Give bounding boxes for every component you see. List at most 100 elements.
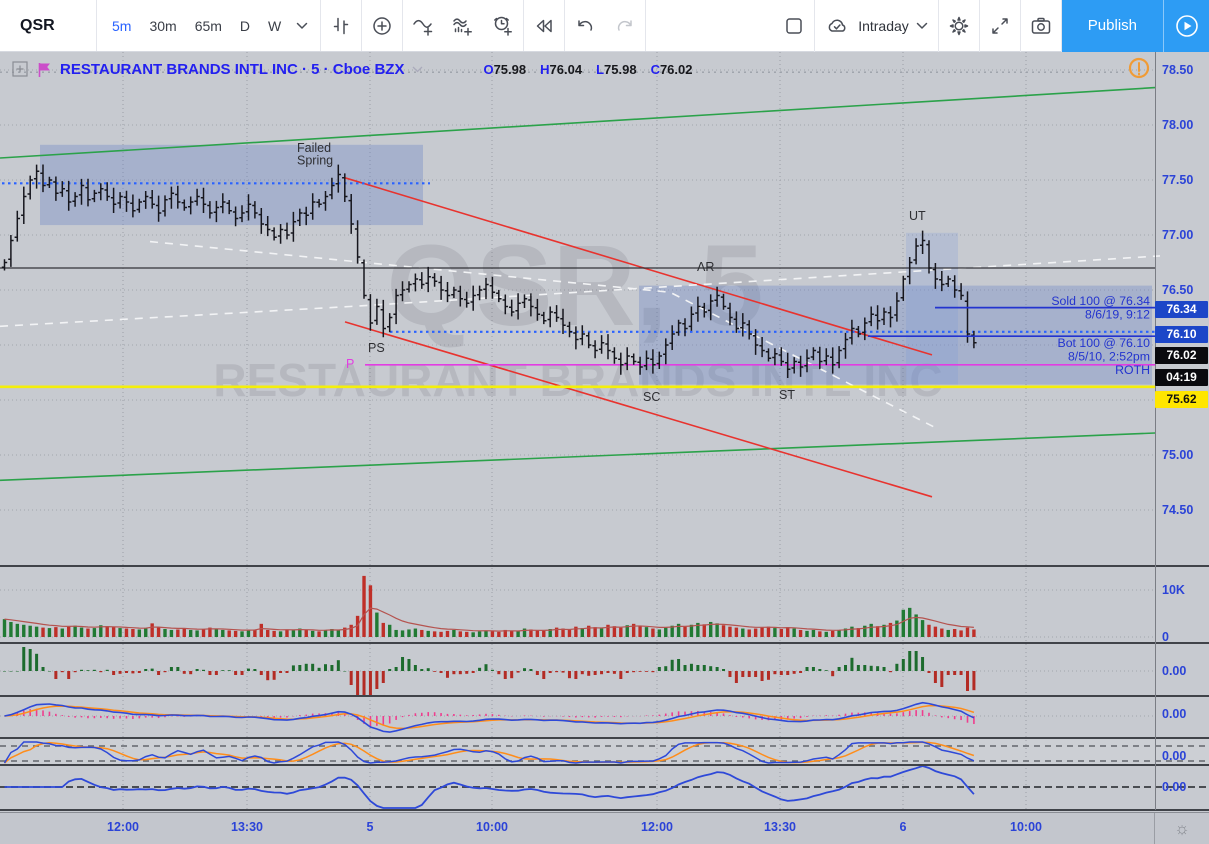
momentum-bar [28, 649, 32, 671]
momentum-bar [182, 671, 186, 674]
price-tick: 78.50 [1162, 63, 1194, 77]
volume-bar [779, 629, 784, 637]
price-bar [85, 178, 91, 207]
momentum-bar [259, 671, 263, 675]
ohlc-open: O75.98 [483, 62, 527, 77]
momentum-bar [766, 671, 770, 680]
momentum-bar [600, 671, 604, 675]
momentum-bar [811, 667, 815, 671]
theme-sun-icon[interactable]: ☼ [1154, 813, 1209, 844]
momentum-bar [240, 671, 244, 675]
price-bar [611, 347, 618, 364]
volume-panel [2, 575, 976, 637]
price-bar [181, 199, 187, 211]
price-axis[interactable]: 78.50 78.00 77.50 77.00 76.50 75.00 74.50 10K 0 0… [1155, 52, 1209, 812]
price-bar [830, 347, 836, 374]
price-tick: 0.00 [1162, 707, 1187, 721]
volume-bar [888, 622, 893, 637]
momentum-bar [471, 671, 475, 673]
momentum-bar [285, 671, 289, 673]
watermark-symbol: QSR, 5 [386, 222, 763, 350]
price-bar [823, 348, 829, 366]
price-bar [553, 305, 560, 322]
price-bar [354, 220, 361, 264]
price-badge: 76.10 [1155, 326, 1208, 343]
volume-ma-line [4, 607, 974, 632]
trade-label-sold-label: 8/6/19, 9:12 [1085, 308, 1150, 322]
price-bar [149, 190, 155, 209]
interval-W[interactable]: W [268, 17, 282, 34]
replay-icon[interactable] [524, 0, 564, 52]
bar-style-icon[interactable] [321, 0, 361, 52]
fullscreen-icon[interactable] [980, 0, 1020, 52]
compare-add-icon[interactable] [362, 0, 402, 52]
momentum-bar [792, 671, 796, 674]
volume-bar [137, 629, 142, 637]
undo-icon[interactable] [565, 0, 605, 52]
legend-chevron-down-icon[interactable] [412, 66, 423, 73]
momentum-bar [452, 671, 456, 675]
price-bar [624, 347, 630, 371]
indicator-add-icon[interactable] [403, 0, 443, 52]
publish-play-button[interactable] [1163, 0, 1209, 52]
ohlc-low: L75.98 [596, 62, 637, 77]
flag-icon[interactable] [37, 62, 52, 78]
momentum-bar [580, 671, 584, 675]
volume-bar [843, 628, 848, 637]
price-tick: 10K [1162, 583, 1185, 597]
price-bar [881, 307, 887, 325]
momentum-bar [445, 671, 449, 678]
price-bar [66, 180, 72, 211]
interval-chevron-down-icon[interactable] [290, 0, 314, 52]
price-bar [342, 173, 348, 202]
stoch-k-line [3, 741, 975, 764]
layout-icon[interactable] [774, 0, 814, 52]
symbol-search-button[interactable]: QSR [20, 16, 55, 34]
toolbar-divider [1019, 0, 1021, 52]
momentum-bar [702, 665, 706, 671]
price-bar [971, 330, 977, 349]
volume-bar [599, 628, 604, 637]
annotation-failed-spring: Spring [297, 154, 333, 168]
volume-bar [195, 630, 199, 637]
price-bar [290, 211, 297, 242]
momentum-bar [869, 665, 873, 671]
interval-65m[interactable]: 65m [194, 17, 222, 34]
volume-bar [445, 630, 450, 637]
momentum-bar [754, 671, 758, 677]
symbol-title[interactable]: RESTAURANT BRANDS INTL INC · 5 · Cboe BZ… [60, 61, 405, 78]
settings-gear-icon[interactable] [939, 0, 979, 52]
price-bar [528, 293, 534, 317]
volume-bar [747, 629, 751, 637]
interval-30m[interactable]: 30m [149, 17, 177, 34]
price-bar [772, 348, 778, 366]
momentum-bar [664, 666, 668, 671]
alert-add-icon[interactable] [483, 0, 523, 52]
price-bar [431, 273, 438, 287]
momentum-bar [831, 671, 835, 677]
momentum-bar [407, 659, 411, 671]
publish-button[interactable]: Publish [1061, 0, 1163, 52]
ohlc-close: C76.02 [650, 62, 693, 77]
interval-D[interactable]: D [239, 17, 251, 34]
volume-bar [266, 629, 270, 637]
price-bar [727, 302, 733, 326]
camera-snapshot-icon[interactable] [1021, 0, 1061, 52]
interval-5m[interactable]: 5m [112, 17, 132, 34]
volume-bar [689, 624, 694, 637]
price-bar [496, 289, 502, 303]
time-axis[interactable]: ☼ 12:00 13:30 5 10:00 12:00 13:30 6 10:00 [0, 812, 1209, 844]
volume-bar [972, 629, 976, 637]
price-bar [752, 329, 759, 355]
multi-indicator-add-icon[interactable] [443, 0, 483, 52]
layout-save-menu[interactable]: Intraday [815, 17, 938, 35]
momentum-bar [651, 671, 655, 673]
add-to-watchlist-icon[interactable] [12, 61, 29, 78]
volume-bar [811, 629, 816, 637]
volume-bar [233, 630, 238, 637]
redo-icon[interactable] [605, 0, 645, 52]
volume-bar [542, 630, 546, 637]
momentum-bar [362, 671, 366, 697]
